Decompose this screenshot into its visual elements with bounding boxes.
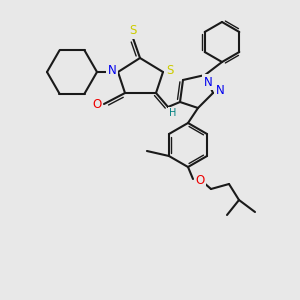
Text: O: O [92,98,102,112]
Text: S: S [166,64,174,77]
Text: O: O [195,173,205,187]
Text: H: H [169,108,177,118]
Text: S: S [129,25,137,38]
Text: N: N [108,64,116,77]
Text: N: N [204,76,212,88]
Text: N: N [216,85,224,98]
